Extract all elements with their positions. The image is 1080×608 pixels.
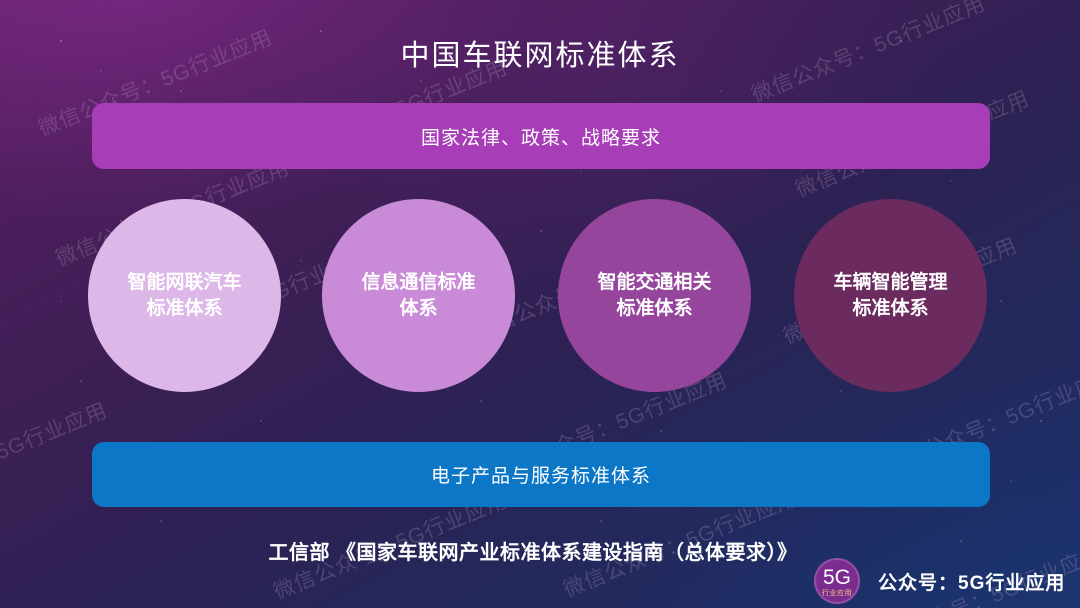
circle-intelligent-connected-vehicle: 智能网联汽车 标准体系 bbox=[88, 199, 281, 392]
electronics-service-bar: 电子产品与服务标准体系 bbox=[92, 442, 990, 507]
reference-text: 工信部 《国家车联网产业标准体系建设指南（总体要求）》 bbox=[268, 542, 798, 564]
circle-info-communication: 信息通信标准 体系 bbox=[322, 199, 515, 392]
circle-label-line1: 智能网联汽车 bbox=[127, 271, 242, 293]
5g-logo-text: 5G bbox=[822, 566, 851, 589]
footer: 5G 行业应用 公众号：5G行业应用 bbox=[814, 558, 1065, 604]
policy-bar: 国家法律、政策、战略要求 bbox=[92, 103, 990, 169]
circle-label-line2: 标准体系 bbox=[852, 297, 929, 319]
circle-label-line1: 信息通信标准 bbox=[361, 271, 476, 293]
circle-label-line2: 标准体系 bbox=[616, 297, 693, 319]
policy-bar-label: 国家法律、政策、战略要求 bbox=[420, 127, 661, 149]
electronics-service-bar-label: 电子产品与服务标准体系 bbox=[430, 466, 651, 487]
circle-intelligent-transport: 智能交通相关 标准体系 bbox=[558, 199, 751, 392]
circle-label-line2: 体系 bbox=[399, 297, 438, 319]
circle-label-line1: 智能交通相关 bbox=[597, 271, 712, 293]
5g-logo-subtext: 行业应用 bbox=[822, 590, 852, 597]
circle-label-line2: 标准体系 bbox=[146, 297, 223, 319]
circle-vehicle-management: 车辆智能管理 标准体系 bbox=[794, 199, 987, 392]
page-title: 中国车联网标准体系 bbox=[400, 40, 680, 72]
5g-logo: 5G 行业应用 bbox=[814, 558, 860, 604]
account-label: 公众号：5G行业应用 bbox=[878, 572, 1066, 594]
circle-label-line1: 车辆智能管理 bbox=[833, 271, 948, 293]
